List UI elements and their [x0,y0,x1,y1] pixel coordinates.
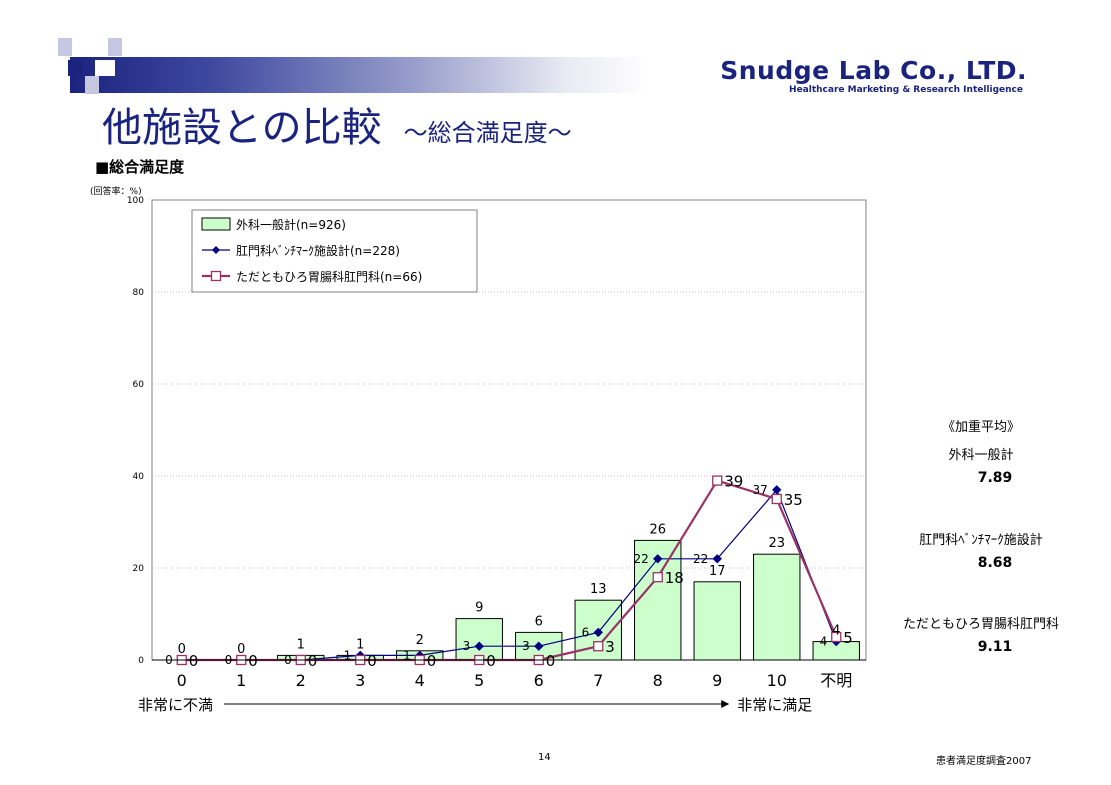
point-value-label: 3 [522,639,530,653]
point-value-label: 0 [546,652,556,670]
x-tick-label: 10 [767,671,787,690]
point-value-label: 18 [665,569,684,587]
y-tick-label: 40 [133,472,145,482]
x-tick-label: 5 [474,671,484,690]
weighted-avg-label-3: ただともひろ胃腸科肛門科 [902,617,1059,632]
point-value-label: 0 [486,652,496,670]
weighted-avg-value-1: 7.89 [977,470,1013,486]
bar-value-label: 23 [768,536,785,551]
legend-swatch-bar [201,217,231,231]
weighted-avg-value-3: 9.11 [977,639,1013,655]
point-marker [593,641,604,652]
point-marker [534,641,544,651]
x-tick-label: 3 [355,671,365,690]
legend-marker-square [210,270,222,282]
bar-value-label: 2 [416,633,424,648]
point-marker [772,485,782,495]
point-value-label: 0 [189,652,199,670]
point-marker [652,572,663,583]
page-title: 他施設との比較 ～総合満足度～ [102,95,572,153]
bar-value-label: 9 [475,601,483,616]
title-subtitle: ～総合満足度～ [403,119,572,147]
footer-source: 患者満足度調査2007 [936,756,1032,767]
weighted-avg-title: 《加重平均》 [941,420,1020,435]
y-tick-label: 60 [133,380,145,390]
decor-square [85,76,99,94]
bar-value-label: 4 [832,624,840,639]
decor-square [108,38,122,56]
x-tick-label: 不明 [820,671,852,690]
y-tick-label: 0 [138,656,144,666]
point-value-label: 1 [403,648,411,662]
x-tick-label: 6 [534,671,544,690]
x-tick-label: 2 [296,671,306,690]
bar-9 [693,581,741,661]
weighted-avg-value-2: 8.68 [977,555,1013,571]
x-tick-label: 0 [177,671,187,690]
arrow-head [721,700,730,708]
legend-label: 外科一般計(n=926) [236,217,346,232]
point-value-label: 4 [820,635,828,649]
bar-value-label: 6 [535,614,543,629]
point-value-label: 22 [693,552,708,566]
point-value-label: 22 [633,552,648,566]
point-marker [653,554,663,564]
point-value-label: 0 [248,652,258,670]
decor-square [95,60,115,76]
bar-5 [455,618,503,661]
point-marker [712,554,722,564]
decor-square [58,38,72,56]
y-tick-label: 100 [127,196,144,206]
point-value-label: 0 [308,652,318,670]
point-marker [771,493,782,505]
legend-marker-diamond [212,246,220,254]
point-marker [712,475,723,486]
y-tick-label: 20 [133,564,145,574]
bar-value-label: 26 [649,522,666,537]
header-gradient-bar [70,57,650,93]
point-marker [593,627,603,638]
x-tick-label: 4 [415,671,425,690]
unit-label: (回答率：%) [90,187,142,197]
company-tagline: Healthcare Marketing & Research Intellig… [789,85,1023,95]
y-tick-label: 80 [133,288,145,298]
bar-value-label: 1 [297,637,305,652]
point-marker [474,641,484,651]
axis-left-label: 非常に不満 [138,696,213,714]
point-value-label: 3 [605,638,615,656]
bar-value-label: 1 [356,637,364,652]
point-marker [831,631,842,643]
bar-10 [753,553,801,661]
title-main: 他施設との比較 [102,105,382,151]
point-value-label: 3 [463,639,471,653]
x-tick-label: 7 [593,671,603,690]
bar-value-label: 0 [237,642,245,657]
x-tick-label: 9 [712,671,722,690]
decor-square [68,60,82,76]
point-value-label: 5 [843,629,853,647]
point-value-label: 37 [752,483,767,497]
axis-right-label: 非常に満足 [737,696,812,714]
legend-box [191,209,478,293]
x-tick-label: 1 [236,671,246,690]
point-value-label: 1 [344,648,352,662]
x-tick-label: 8 [653,671,663,690]
legend-label: ただともひろ胃腸科肛門科(n=66) [236,270,422,284]
bar-value-label: 13 [590,582,607,597]
weighted-avg-label-2: 肛門科ﾍﾞﾝﾁﾏｰｸ施設計 [919,533,1043,548]
weighted-avg-label-1: 外科一般計 [948,448,1014,463]
point-value-label: 0 [427,652,437,670]
point-value-label: 0 [367,652,377,670]
bar-value-label: 17 [709,564,726,579]
point-value-label: 6 [582,625,590,639]
section-label: ■総合満足度 [95,158,185,176]
page-number: 14 [538,752,551,763]
company-logo: Snudge Lab Co., LTD. [720,56,1027,85]
legend-label: 肛門科ﾍﾞﾝﾁﾏｰｸ施設計(n=228) [236,243,400,258]
point-value-label: 35 [784,491,803,509]
point-value-label: 39 [724,473,743,491]
bar-value-label: 0 [178,642,186,657]
